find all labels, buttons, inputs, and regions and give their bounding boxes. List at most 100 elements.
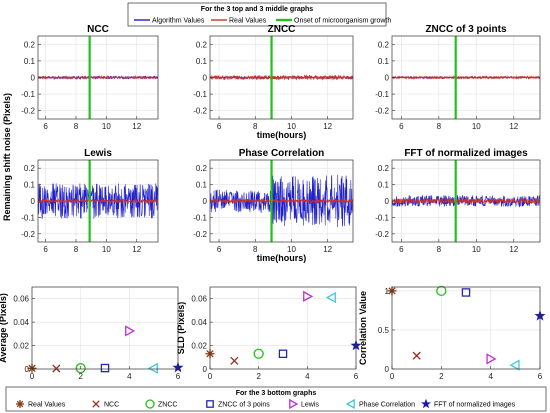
x-tick-label: 6 [354,372,359,381]
y-tick-label: 0 [385,365,390,374]
scatter-point-x [412,351,421,360]
y-tick-label: -0.2 [375,107,389,116]
x-tick-label: 8 [74,122,79,131]
x-tick-label: 8 [437,245,442,254]
y-tick-label: 0.1 [196,57,208,66]
y-tick-label: -0.1 [21,90,35,99]
top-legend-title: For the 3 top and 3 middle graphs [201,6,314,13]
x-tick-label: 10 [102,245,111,254]
y-tick-label: 0.02 [13,342,29,351]
legend-label-bottom: ZNCC of 3 poins [218,402,270,409]
legend-label-bottom: Lewis [301,402,319,409]
x-tick-label: 8 [437,122,442,131]
scatter-point-triangle-left [147,362,158,374]
x-tick-label: 12 [132,122,141,131]
chart-panel-1: -0.2 -0.1 0 0.1 0.2 6 8 10 12 NCC [21,24,159,131]
chart-panel-7: 0 0.02 0.04 0.06 0 2 4 6 Average (Pixels) [0,286,184,381]
panel-title: Lewis [84,148,112,159]
x-tick-label: 10 [472,245,481,254]
x-tick-label: 4 [127,372,132,381]
scatter-point-square [461,288,471,297]
top-legend: For the 3 top and 3 middle graphs Algori… [127,2,391,27]
x-tick-label: 12 [509,245,518,254]
axes-frame [391,286,541,370]
plot-area [32,287,178,369]
series-line-real [392,75,540,80]
scatter-point-x-stroke [52,364,61,373]
series-line-real [38,75,158,80]
x-tick-label: 2 [256,372,261,381]
y-tick-label: 0 [385,197,390,206]
chart-panel-6: -0.2 -0.1 0 0.1 0.2 6 8 10 12 FFT of normalized i… [375,148,541,254]
y-tick-label: 0.2 [378,164,390,173]
scatter-point-x [230,356,239,365]
x-tick-label: 2 [439,372,444,381]
y-tick-label: -0.2 [375,230,389,239]
y-tick-label: 0.02 [191,342,207,351]
y-tick-label: 0.2 [378,40,390,49]
y-tick-label: 0.04 [191,318,207,327]
panel-y-label: Correlation Value [358,291,368,365]
series-line-algorithm [210,174,353,228]
x-tick-label: 10 [102,122,111,131]
scatter-point-triangle-right [125,325,136,337]
legend-label-bottom: NCC [104,402,119,409]
y-tick-label: 0.2 [24,40,36,49]
x-tick-label: 0 [208,372,213,381]
panel-title: NCC [87,24,109,35]
x-tick-label: 0 [30,372,35,381]
y-tick-label: -0.1 [375,90,389,99]
y-tick-label: 0 [203,197,208,206]
y-tick-label: 0 [203,365,208,374]
y-tick-label: 0.1 [24,181,36,190]
y-tick-label: 0.06 [191,295,207,304]
y-tick-label: 0.06 [13,295,29,304]
y-tick-label: -0.1 [193,90,207,99]
chart-panel-4: -0.2 -0.1 0 0.1 0.2 6 8 10 12 Lewis [21,148,159,254]
series-line-real [392,197,540,205]
legend-marker-x [92,400,100,408]
legend-marker-circle [145,399,155,409]
scatter-point-circle [253,348,264,359]
legend-label-bottom: Phase Correlation [359,402,415,409]
x-tick-label: 6 [176,372,181,381]
series-line-real [210,198,353,204]
scatter-point-triangle-right [303,290,314,302]
x-tick-label: 12 [323,122,332,131]
y-tick-label: -0.2 [193,107,207,116]
x-tick-label: 0 [390,372,395,381]
series-line-real [210,74,353,81]
x-tick-label: 8 [253,245,258,254]
scatter-point-circle [75,363,86,374]
y-tick-label: 0 [203,74,208,83]
axes-frame [209,286,357,370]
scatter-point-triangle-left [509,359,520,371]
y-tick-label: 0.04 [13,318,29,327]
legend-label-bottom: Real Values [28,402,66,409]
x-tick-label: 10 [472,122,481,131]
legend-marker-asterisk [16,400,24,408]
x-tick-label: 10 [287,245,296,254]
legend-label-algorithm: Algorithm Values [152,18,205,25]
x-axis-label: time(hours) [257,253,307,263]
scatter-point-square [278,349,288,359]
legend-marker-x-stroke [92,400,100,408]
x-tick-label: 6 [217,245,222,254]
y-tick-label: 0.2 [196,40,208,49]
y-tick-label: -0.2 [193,230,207,239]
y-tick-label: 0 [25,365,30,374]
legend-label-real: Real Values [229,18,267,25]
y-tick-label: -0.1 [21,213,35,222]
shared-y-label: Remaining shift noise (Pixels) [2,93,12,221]
legend-label-onset: Onset of microorganism growth [294,18,391,25]
plot-area [210,287,356,369]
panel-y-label: Average (Pixels) [0,293,8,363]
y-tick-label: 0 [31,197,36,206]
y-tick-label: 0 [31,74,36,83]
y-tick-label: 0.5 [378,326,390,335]
y-tick-label: 1 [385,287,390,296]
scatter-point-x-stroke [230,356,239,365]
legend-label-bottom: FFT of normalized images [434,402,516,409]
y-tick-label: 0.1 [24,57,36,66]
